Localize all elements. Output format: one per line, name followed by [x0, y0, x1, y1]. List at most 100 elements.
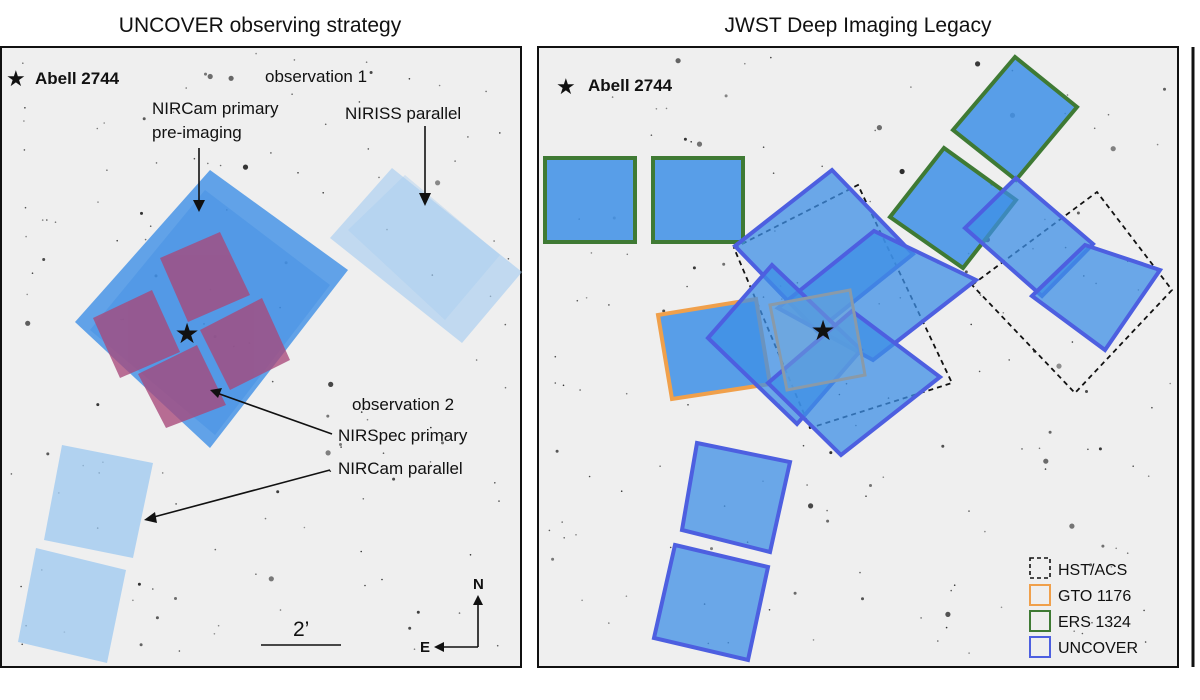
background-star: [485, 90, 487, 93]
background-star: [178, 650, 181, 652]
nircam-preimaging-label: pre-imaging: [152, 123, 242, 142]
background-star: [152, 588, 154, 590]
right-panel-title: JWST Deep Imaging Legacy: [724, 14, 992, 37]
background-star: [984, 530, 986, 533]
background-star: [1163, 87, 1166, 91]
background-star: [874, 129, 876, 132]
background-star: [937, 640, 939, 642]
background-star: [378, 176, 380, 179]
background-star: [498, 500, 500, 502]
legend-gto-label: GTO 1176: [1058, 588, 1131, 605]
background-star: [945, 611, 951, 618]
background-star: [96, 127, 99, 130]
background-star: [1073, 630, 1075, 632]
background-star: [585, 297, 588, 299]
background-star: [1038, 447, 1041, 450]
background-star: [970, 323, 972, 326]
legend-uncover-swatch: [1029, 636, 1051, 658]
background-star: [496, 644, 499, 647]
background-star: [10, 473, 13, 475]
background-star: [25, 235, 27, 238]
nircam-parallel-label: NIRCam parallel: [338, 459, 463, 478]
background-star: [1132, 465, 1134, 468]
legend-hst-swatch: [1029, 557, 1051, 579]
background-star: [103, 122, 105, 124]
background-star: [255, 573, 257, 575]
legend-hst-label: HST/ACS: [1058, 562, 1127, 579]
background-star: [116, 239, 118, 242]
background-star: [41, 219, 44, 221]
background-star: [826, 519, 830, 523]
background-star: [142, 117, 146, 121]
background-star: [920, 617, 922, 619]
background-star: [710, 547, 713, 551]
background-star: [548, 529, 551, 532]
background-star: [1081, 632, 1084, 635]
background-star: [271, 380, 274, 383]
background-star: [979, 294, 982, 296]
legend-uncover-label: UNCOVER: [1058, 640, 1138, 657]
background-star: [808, 503, 814, 509]
background-star: [140, 211, 143, 215]
background-star: [204, 72, 207, 76]
background-star: [1071, 341, 1074, 343]
background-star: [829, 451, 833, 455]
left-panel-title: UNCOVER observing strategy: [118, 14, 402, 37]
background-star: [438, 84, 441, 87]
background-star: [662, 309, 666, 313]
background-star: [563, 537, 565, 539]
background-star: [161, 472, 164, 474]
background-star: [324, 123, 327, 126]
background-star: [23, 149, 26, 151]
background-star: [1002, 312, 1005, 314]
nirspec-primary-label: NIRSpec primary: [338, 426, 468, 445]
background-star: [137, 582, 141, 586]
background-star: [692, 266, 696, 270]
background-star: [360, 411, 363, 413]
background-star: [499, 132, 501, 134]
background-star: [367, 148, 370, 150]
background-star: [722, 262, 726, 266]
right-panel: ★ ★ Abell 2744 HST/ACS GTO 1176 ERS 1324…: [537, 46, 1179, 668]
background-star: [1087, 448, 1089, 451]
background-star: [467, 136, 469, 138]
background-star: [408, 626, 412, 630]
background-star: [207, 73, 213, 80]
background-star: [1044, 468, 1047, 470]
background-star: [869, 200, 871, 203]
background-star: [941, 444, 945, 448]
background-star: [859, 571, 861, 574]
compass-east-label: E: [420, 639, 430, 656]
nirspec-primary-footprint: [93, 232, 290, 428]
background-star: [369, 71, 373, 74]
background-star: [458, 612, 461, 614]
background-star: [555, 449, 559, 453]
background-star: [772, 172, 775, 174]
background-star: [1098, 447, 1102, 451]
background-star: [42, 258, 46, 261]
background-star: [1069, 523, 1075, 529]
background-star: [625, 595, 628, 597]
background-star: [22, 62, 24, 64]
background-star: [24, 107, 26, 109]
background-star: [217, 624, 220, 627]
background-star: [551, 557, 555, 561]
background-star: [978, 370, 981, 373]
background-star: [416, 610, 420, 614]
background-star: [625, 392, 628, 395]
background-star: [579, 389, 581, 391]
background-star: [1147, 475, 1150, 478]
background-star: [1066, 94, 1069, 96]
background-star: [565, 84, 568, 87]
background-star: [802, 444, 805, 447]
background-star: [1143, 609, 1145, 612]
background-star: [1043, 458, 1049, 464]
background-star: [588, 475, 591, 478]
background-star: [96, 403, 100, 407]
background-star: [303, 526, 306, 529]
background-star: [768, 609, 771, 611]
background-star: [608, 622, 610, 624]
background-star: [1151, 406, 1153, 409]
background-star: [144, 238, 147, 241]
background-star: [504, 323, 507, 326]
